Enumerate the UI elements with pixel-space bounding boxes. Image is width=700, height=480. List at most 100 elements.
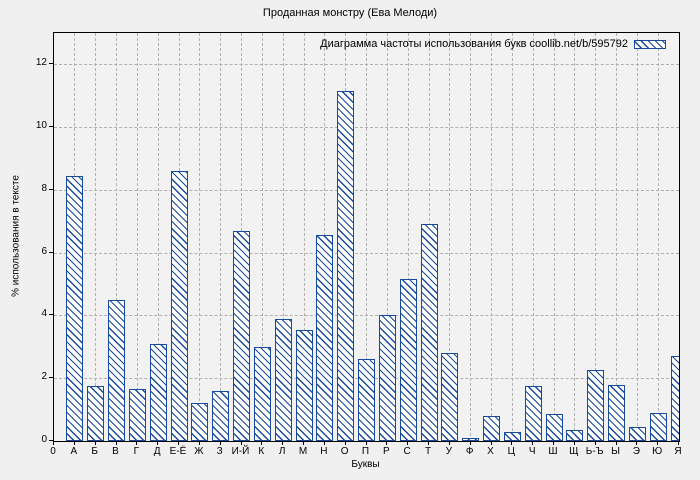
y-tick-label: 0 bbox=[41, 434, 47, 445]
v-gridline bbox=[491, 33, 492, 441]
x-tick bbox=[553, 441, 554, 445]
x-tick-label: П bbox=[361, 446, 370, 457]
v-gridline bbox=[136, 33, 138, 441]
v-gridline bbox=[95, 33, 97, 441]
x-tick bbox=[490, 441, 492, 445]
x-tick-label: К bbox=[258, 446, 265, 457]
legend-swatch bbox=[634, 39, 666, 49]
bar-Э bbox=[628, 427, 646, 441]
bar-Ж bbox=[191, 403, 209, 441]
v-gridline bbox=[657, 33, 659, 441]
x-tick-label: В bbox=[112, 446, 119, 457]
x-tick-label: Б bbox=[91, 446, 98, 457]
x-tick-label: Х bbox=[487, 446, 494, 457]
x-tick-label: С bbox=[403, 446, 411, 457]
v-gridline bbox=[261, 33, 263, 441]
v-gridline bbox=[616, 33, 617, 441]
y-tick-label: 6 bbox=[41, 245, 47, 257]
bar-А bbox=[66, 176, 84, 441]
legend-label: Диаграмма частоты использования букв coo… bbox=[320, 38, 628, 50]
x-axis-label: Буквы bbox=[351, 459, 380, 470]
x-tick-label: А bbox=[70, 446, 78, 457]
x-tick-label: Ц bbox=[507, 446, 516, 457]
v-gridline bbox=[553, 33, 555, 441]
x-tick bbox=[511, 441, 513, 445]
x-tick bbox=[428, 441, 429, 445]
y-tick bbox=[49, 63, 53, 65]
y-tick-label: 4 bbox=[41, 308, 47, 320]
bar-Ю bbox=[649, 413, 667, 441]
v-gridline bbox=[511, 33, 513, 441]
v-gridline bbox=[678, 33, 679, 441]
x-tick-label: Г bbox=[133, 446, 140, 457]
x-tick-label: Р bbox=[382, 446, 390, 457]
x-tick-label: И-Й bbox=[231, 446, 250, 457]
bar-Ф bbox=[462, 438, 480, 441]
x-tick bbox=[219, 441, 221, 445]
x-tick bbox=[386, 441, 388, 445]
bar-В bbox=[108, 300, 125, 441]
plot-area: Диаграмма частоты использования букв coo… bbox=[53, 32, 680, 442]
v-gridline bbox=[636, 33, 638, 441]
x-tick bbox=[532, 441, 534, 445]
v-gridline bbox=[595, 33, 597, 441]
bar-О bbox=[337, 91, 355, 441]
x-tick bbox=[573, 441, 575, 445]
bar-Щ bbox=[566, 430, 584, 441]
h-gridline bbox=[54, 127, 679, 129]
x-tick bbox=[157, 441, 159, 445]
v-gridline bbox=[303, 33, 305, 441]
y-tick-label: 2 bbox=[41, 371, 47, 383]
bar-Х bbox=[483, 416, 500, 441]
bar-Ч bbox=[524, 386, 542, 441]
y-tick bbox=[49, 251, 53, 253]
y-tick bbox=[49, 126, 53, 128]
x-tick-label: Е-Ё bbox=[169, 446, 187, 457]
x-tick-label: 0 bbox=[50, 446, 56, 457]
y-tick bbox=[49, 188, 53, 190]
x-tick-label: Э bbox=[632, 446, 640, 457]
bar-Т bbox=[420, 224, 438, 441]
x-tick bbox=[136, 441, 138, 445]
h-gridline bbox=[54, 64, 679, 66]
bar-Г bbox=[128, 389, 146, 441]
x-tick-label: Т bbox=[424, 446, 432, 457]
x-tick-label: Ч bbox=[528, 446, 536, 457]
x-tick bbox=[678, 441, 679, 445]
h-gridline bbox=[54, 252, 679, 254]
bar-Ы bbox=[608, 385, 625, 441]
y-tick bbox=[49, 314, 53, 316]
v-gridline bbox=[386, 33, 388, 441]
bar-И-Й bbox=[233, 231, 250, 441]
x-tick-label: Ю bbox=[652, 446, 663, 457]
bar-Ц bbox=[503, 432, 521, 441]
bar-П bbox=[358, 359, 375, 441]
x-tick bbox=[73, 441, 75, 445]
v-gridline bbox=[449, 33, 451, 441]
x-tick bbox=[407, 441, 409, 445]
x-tick-label: Н bbox=[320, 446, 328, 457]
x-tick bbox=[282, 441, 284, 445]
x-tick bbox=[594, 441, 596, 445]
bar-Д bbox=[149, 344, 167, 441]
v-gridline bbox=[470, 33, 472, 441]
x-tick bbox=[636, 441, 638, 445]
x-tick-label: З bbox=[216, 446, 223, 457]
bar-У bbox=[441, 353, 459, 441]
x-tick-label: Ь-Ъ bbox=[585, 446, 604, 457]
bar-М bbox=[295, 330, 313, 441]
x-tick bbox=[657, 441, 659, 445]
chart-title: Проданная монстру (Ева Мелоди) bbox=[262, 7, 438, 19]
x-tick-label: У bbox=[445, 446, 452, 457]
x-tick-label: Щ bbox=[569, 446, 579, 457]
legend: Диаграмма частоты использования букв coo… bbox=[320, 38, 666, 50]
bar-Я bbox=[670, 356, 679, 441]
bar-С bbox=[399, 279, 417, 441]
h-gridline bbox=[54, 189, 679, 191]
x-tick bbox=[53, 441, 54, 445]
y-tick bbox=[49, 377, 53, 379]
y-tick bbox=[49, 440, 53, 441]
v-gridline bbox=[574, 33, 576, 441]
x-tick bbox=[365, 441, 367, 445]
